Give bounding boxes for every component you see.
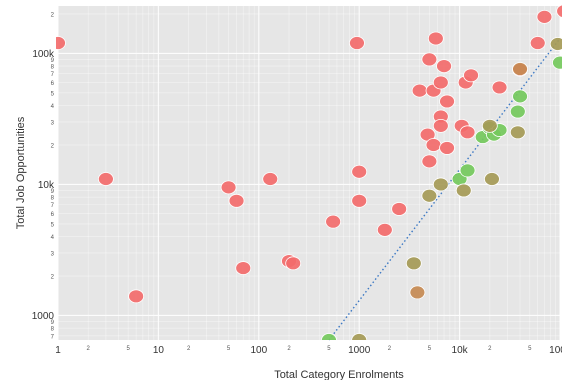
x-minor-tick-label: 2: [187, 346, 191, 352]
y-minor-tick-label: 8: [51, 327, 55, 333]
red-data-point: [391, 202, 408, 216]
red-data-point: [432, 75, 449, 90]
y-minor-tick-label: 9: [51, 58, 55, 64]
x-minor-tick-label: 2: [287, 346, 291, 352]
red-data-point: [427, 31, 444, 46]
red-data-point: [56, 36, 66, 50]
red-data-point: [439, 94, 455, 109]
red-data-point: [491, 80, 508, 95]
green-data-point: [552, 55, 562, 70]
brown-data-point: [409, 285, 426, 300]
y-axis-title: Total Job Opportunities: [15, 116, 27, 229]
y-minor-tick-label: 9: [51, 189, 55, 195]
red-data-point: [228, 193, 245, 208]
red-data-point: [421, 52, 438, 67]
x-minor-tick-label: 5: [528, 346, 532, 352]
y-tick-label: 100k: [32, 49, 55, 60]
y-minor-tick-label: 4: [51, 104, 55, 110]
olive-data-point: [509, 125, 526, 140]
y-tick-label: 10k: [38, 180, 55, 191]
x-minor-tick-label: 5: [227, 346, 231, 352]
red-data-point: [439, 141, 455, 155]
y-minor-tick-label: 3: [51, 251, 55, 257]
olive-data-point: [484, 172, 500, 186]
red-data-point: [376, 222, 393, 237]
y-minor-tick-label: 2: [51, 275, 55, 281]
red-data-point: [436, 59, 452, 74]
olive-data-point: [455, 183, 472, 198]
red-data-point: [349, 36, 365, 50]
x-tick-label: 1: [55, 345, 61, 356]
x-minor-tick-label: 2: [388, 346, 392, 352]
red-data-point: [220, 180, 237, 195]
x-tick-label: 100: [250, 345, 267, 356]
y-minor-tick-label: 8: [51, 65, 55, 71]
red-data-point: [463, 68, 479, 83]
red-data-point: [536, 9, 553, 24]
y-minor-tick-label: 5: [51, 222, 55, 228]
x-axis-title: Total Category Enrolments: [274, 369, 404, 380]
brown-data-point: [512, 62, 528, 76]
y-minor-tick-label: 7: [51, 334, 55, 340]
y-minor-tick-label: 3: [51, 120, 55, 126]
y-minor-tick-label: 6: [51, 212, 55, 218]
olive-data-point: [405, 256, 422, 271]
green-data-point: [509, 104, 526, 119]
green-data-point: [459, 163, 476, 178]
gridlines: [57, 6, 561, 340]
olive-data-point: [481, 118, 498, 133]
red-data-point: [98, 172, 114, 186]
red-data-point: [459, 125, 476, 140]
y-tick-label: 1000: [32, 311, 55, 322]
red-data-point: [351, 193, 368, 208]
data-points: [56, 4, 562, 340]
x-tick-label: 10k: [452, 345, 469, 356]
olive-data-point: [351, 333, 368, 340]
y-minor-tick-label: 4: [51, 235, 55, 241]
olive-data-point: [549, 37, 562, 51]
y-minor-tick-label: 8: [51, 196, 55, 202]
green-data-point: [512, 89, 528, 104]
red-data-point: [285, 256, 302, 271]
y-minor-tick-label: 6: [51, 81, 55, 87]
y-minor-tick-label: 2: [51, 12, 55, 18]
red-data-point: [425, 138, 442, 152]
x-minor-tick-label: 2: [87, 346, 91, 352]
x-minor-tick-label: 5: [127, 346, 131, 352]
x-tick-label: 10: [153, 345, 165, 356]
red-data-point: [128, 289, 145, 304]
red-data-point: [556, 4, 562, 18]
green-data-point: [321, 333, 337, 340]
x-minor-tick-label: 5: [428, 346, 432, 352]
red-data-point: [262, 172, 279, 186]
plot-background: [58, 6, 560, 340]
axis-ticks: 110100100010k100k2525252525100010k100k78…: [32, 12, 562, 356]
olive-data-point: [421, 188, 438, 203]
red-data-point: [235, 261, 252, 275]
x-minor-tick-label: 5: [327, 346, 331, 352]
red-data-point: [432, 118, 449, 133]
x-minor-tick-label: 2: [488, 346, 492, 352]
trendline: [328, 38, 561, 341]
red-data-point: [325, 214, 342, 229]
x-tick-label: 100k: [549, 345, 562, 356]
red-data-point: [421, 154, 438, 169]
y-minor-tick-label: 9: [51, 320, 55, 326]
red-data-point: [411, 83, 428, 98]
y-minor-tick-label: 5: [51, 91, 55, 97]
olive-data-point: [432, 177, 449, 192]
y-minor-tick-label: 7: [51, 203, 55, 209]
x-tick-label: 1000: [348, 345, 371, 356]
red-data-point: [529, 36, 546, 50]
red-data-point: [351, 164, 368, 179]
y-minor-tick-label: 2: [51, 143, 55, 149]
y-minor-tick-label: 7: [51, 72, 55, 78]
